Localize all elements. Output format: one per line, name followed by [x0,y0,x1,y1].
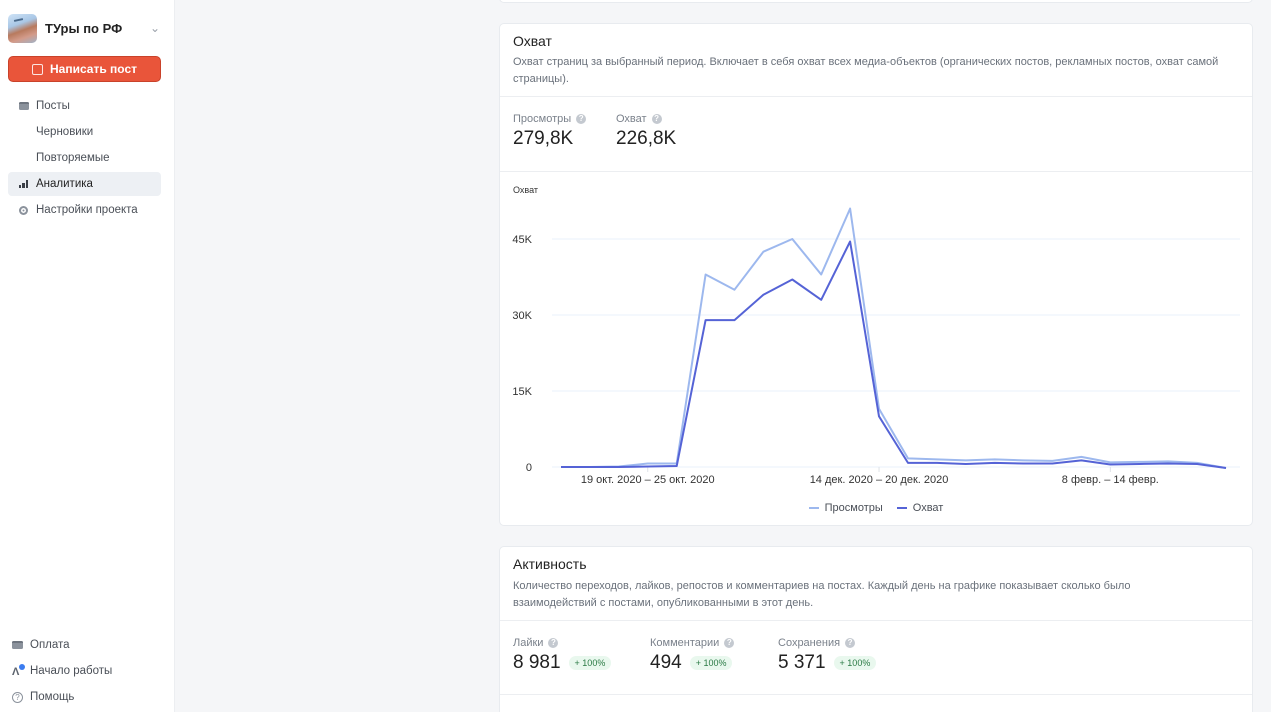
metric-label: Охват [616,113,647,125]
project-selector[interactable]: ТУры по РФ ⌄ [8,13,163,43]
sidebar-item-help[interactable]: ? Помощь [2,685,155,709]
chart-legend: Просмотры Охват [500,502,1252,514]
help-circle-icon[interactable]: ? [576,114,587,124]
x-tick-label: 8 февр. – 14 февр. [1062,474,1159,486]
metric-comments: Комментарии? 494 + 100% [650,637,735,674]
metric-value: 5 371 [778,652,826,673]
metric-reach: Охват? 226,8K [616,113,676,150]
help-circle-icon[interactable]: ? [651,114,662,124]
sidebar: ТУры по РФ ⌄ Написать пост Посты Чернови… [0,0,175,712]
write-post-button[interactable]: Написать пост [8,56,161,82]
help-circle-icon[interactable]: ? [845,638,856,648]
legend-item-reach[interactable]: Охват [896,502,944,514]
reach-card: Охват Охват страниц за выбранный период.… [499,23,1253,526]
activity-description: Количество переходов, лайков, репостов и… [513,580,1131,609]
metric-views: Просмотры? 279,8K [513,113,587,150]
chevron-down-icon[interactable]: ⌄ [150,21,161,35]
series-line-views [561,207,1227,469]
series-line-reach [561,240,1227,469]
sidebar-item-label: Оплата [30,639,70,651]
y-tick-label: 45K [512,234,532,246]
metric-label: Лайки [513,637,544,649]
metric-likes: Лайки? 8 981 + 100% [513,637,612,674]
sidebar-item-label: Посты [36,100,70,112]
metric-value: 494 [650,652,682,673]
legend-item-views[interactable]: Просмотры [808,502,883,514]
sidebar-item-drafts[interactable]: Черновики [8,120,161,144]
reach-description: Охват страниц за выбранный период. Включ… [513,56,1219,85]
edit-icon [31,63,43,75]
metric-saves: Сохранения? 5 371 + 100% [778,637,877,674]
previous-card [499,0,1253,3]
sidebar-item-label: Аналитика [36,178,93,190]
help-circle-icon[interactable]: ? [548,638,559,648]
change-badge: + 100% [568,656,612,670]
getting-started-icon: Λ [12,664,25,678]
activity-title: Активность [513,556,587,572]
project-name: ТУры по РФ [45,20,123,36]
metric-value: 8 981 [513,652,561,673]
metric-label: Просмотры [513,113,572,125]
write-post-label: Написать пост [49,62,138,76]
sidebar-item-label: Настройки проекта [36,204,138,216]
activity-card: Активность Количество переходов, лайков,… [499,546,1253,712]
divider [500,96,1252,97]
change-badge: + 100% [689,656,733,670]
divider [500,694,1252,695]
x-tick-label: 14 дек. 2020 – 20 дек. 2020 [810,474,949,486]
sidebar-item-label: Помощь [30,691,75,703]
help-icon: ? [12,691,23,703]
credit-card-icon [12,640,23,651]
gear-icon [18,205,29,216]
help-circle-icon[interactable]: ? [724,638,735,648]
bar-chart-icon [18,179,29,190]
reach-chart[interactable]: Охват 0 15K 30K 45K 19 окт. 2020 – 25 окт. 20… [500,172,1254,527]
x-tick-label: 19 окт. 2020 – 25 окт. 2020 [581,474,715,486]
metric-value: 279,8K [513,128,574,149]
y-tick-label: 15K [512,386,532,398]
y-axis-title: Охват [513,185,538,195]
sidebar-item-analytics[interactable]: Аналитика [8,172,161,196]
sidebar-item-label: Черновики [36,126,94,138]
calendar-icon [18,101,29,112]
metric-label: Комментарии [650,637,720,649]
project-avatar [8,13,37,43]
legend-swatch [808,507,819,509]
legend-label: Охват [912,502,944,514]
sidebar-item-project-settings[interactable]: Настройки проекта [8,198,161,222]
sidebar-item-getting-started[interactable]: Λ Начало работы [2,659,155,683]
sidebar-item-recurring[interactable]: Повторяемые [8,146,161,170]
sidebar-item-billing[interactable]: Оплата [2,633,155,657]
legend-swatch [896,507,907,509]
metric-label: Сохранения [778,637,841,649]
change-badge: + 100% [833,656,877,670]
legend-label: Просмотры [824,502,883,514]
divider [500,171,1252,172]
sidebar-item-label: Повторяемые [36,152,110,164]
metric-value: 226,8K [616,128,677,149]
divider [500,620,1252,621]
y-tick-label: 30K [512,310,532,322]
sidebar-item-posts[interactable]: Посты [8,94,161,118]
y-tick-label: 0 [526,462,532,474]
reach-title: Охват [513,33,552,49]
sidebar-item-label: Начало работы [30,665,113,677]
